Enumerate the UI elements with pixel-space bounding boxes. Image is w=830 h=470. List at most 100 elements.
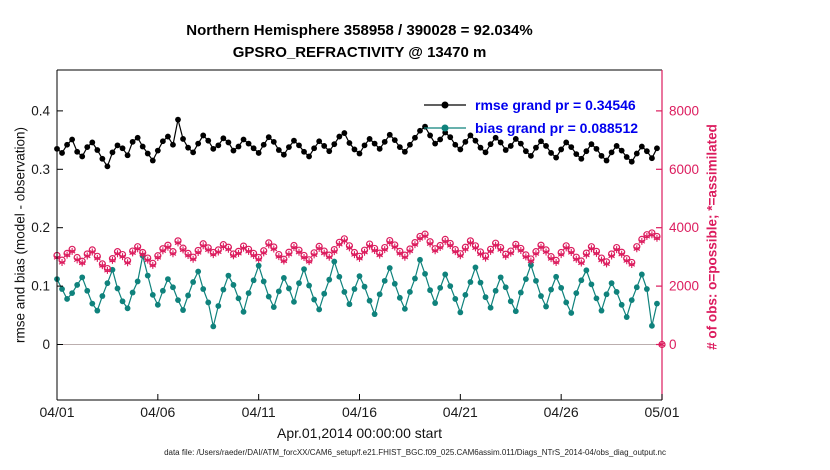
assimilated-marker — [275, 253, 283, 261]
rmse-marker — [159, 138, 166, 145]
rmse-marker — [633, 150, 640, 157]
rmse-marker — [104, 163, 111, 170]
bias-marker — [371, 311, 378, 318]
bias-marker — [321, 290, 328, 297]
rmse-marker — [517, 140, 524, 147]
bias-marker — [528, 262, 534, 268]
rmse-marker — [114, 142, 121, 149]
rmse-marker — [356, 150, 363, 157]
bias-marker — [270, 304, 277, 311]
bias-marker — [467, 279, 474, 285]
bias-marker — [74, 282, 81, 288]
assimilated-marker — [154, 253, 162, 261]
rmse-marker — [170, 141, 176, 148]
rmse-marker — [528, 152, 534, 159]
assimilated-marker — [119, 253, 126, 261]
assimilated-marker — [215, 248, 222, 256]
assimilated-marker — [547, 255, 555, 263]
bias-marker — [462, 291, 469, 298]
assimilated-marker — [305, 258, 313, 266]
rmse-marker — [89, 139, 96, 146]
bias-marker — [220, 286, 227, 293]
rmse-marker — [139, 143, 146, 150]
rmse-marker — [180, 136, 186, 142]
assimilated-marker — [537, 243, 545, 251]
rmse-marker — [613, 143, 620, 149]
assimilated-marker — [633, 245, 641, 253]
assimilated-marker — [346, 244, 353, 252]
legend-entry-bias: bias grand pr = 0.088512 — [422, 116, 638, 139]
rmse-marker — [654, 145, 660, 152]
assimilated-marker — [285, 250, 293, 258]
rmse-marker — [220, 135, 227, 142]
assimilated-marker — [477, 250, 484, 258]
bias-marker — [180, 307, 186, 313]
right-tick-label: 2000 — [669, 279, 699, 294]
bias-line — [56, 255, 658, 327]
assimilated-marker — [436, 244, 444, 252]
bias-marker — [286, 285, 292, 292]
assimilated-marker — [502, 252, 510, 260]
rmse-marker — [618, 147, 625, 154]
assimilated-marker — [386, 239, 394, 247]
x-tick-label: 04/16 — [342, 404, 377, 420]
left-tick-label: 0.3 — [31, 162, 50, 177]
bias-marker — [568, 310, 575, 316]
bias-marker — [649, 322, 655, 329]
assimilated-marker — [532, 250, 540, 258]
rmse-marker — [472, 137, 479, 144]
rmse-marker — [563, 139, 570, 146]
rmse-marker — [316, 138, 323, 145]
rmse-marker — [336, 133, 343, 140]
bias-marker — [638, 271, 645, 278]
bias-marker — [422, 270, 428, 277]
rmse-marker — [200, 132, 207, 139]
assimilated-marker — [290, 244, 298, 252]
rmse-marker — [154, 147, 161, 154]
rmse-marker — [407, 141, 413, 148]
bias-marker — [149, 291, 156, 298]
rmse-marker — [507, 143, 514, 149]
assimilated-marker — [371, 246, 378, 254]
assimilated-marker — [593, 249, 600, 257]
assimilated-marker — [265, 241, 273, 249]
bias-marker — [356, 273, 363, 280]
rmse-marker — [270, 138, 277, 145]
assimilated-marker — [648, 231, 656, 239]
bias-marker — [296, 280, 302, 287]
bias-marker — [69, 290, 76, 297]
bias-marker — [275, 288, 282, 295]
rmse-marker — [643, 148, 650, 155]
rmse-marker — [250, 145, 257, 152]
bias-marker — [225, 272, 232, 279]
bias-marker — [472, 264, 479, 271]
bias-marker — [114, 285, 121, 292]
legend-label-bias: bias grand pr = 0.088512 — [475, 119, 639, 136]
bias-marker — [548, 286, 554, 293]
assimilated-marker — [446, 242, 454, 250]
rmse-marker — [462, 138, 469, 145]
assimilated-marker — [552, 258, 560, 266]
bias-marker — [563, 299, 570, 306]
bias-marker — [129, 289, 136, 296]
assimilated-marker — [603, 260, 610, 268]
assimilated-marker — [240, 244, 247, 252]
assimilated-marker — [320, 249, 328, 257]
rmse-marker — [311, 145, 318, 152]
bias-marker — [401, 305, 408, 312]
left-tick-label: 0.1 — [31, 279, 50, 294]
rmse-marker — [291, 137, 297, 144]
bias-marker — [230, 282, 237, 288]
assimilated-marker — [199, 242, 207, 250]
bias-marker — [265, 293, 272, 300]
x-tick-label: 04/11 — [242, 404, 276, 420]
bias-marker — [255, 262, 262, 269]
bias-marker — [245, 290, 252, 297]
assimilated-marker — [300, 253, 308, 261]
bias-marker — [79, 274, 86, 281]
rmse-marker — [573, 151, 580, 158]
rmse-marker — [99, 155, 106, 162]
assimilated-marker — [623, 257, 631, 265]
assimilated-marker — [280, 257, 288, 265]
